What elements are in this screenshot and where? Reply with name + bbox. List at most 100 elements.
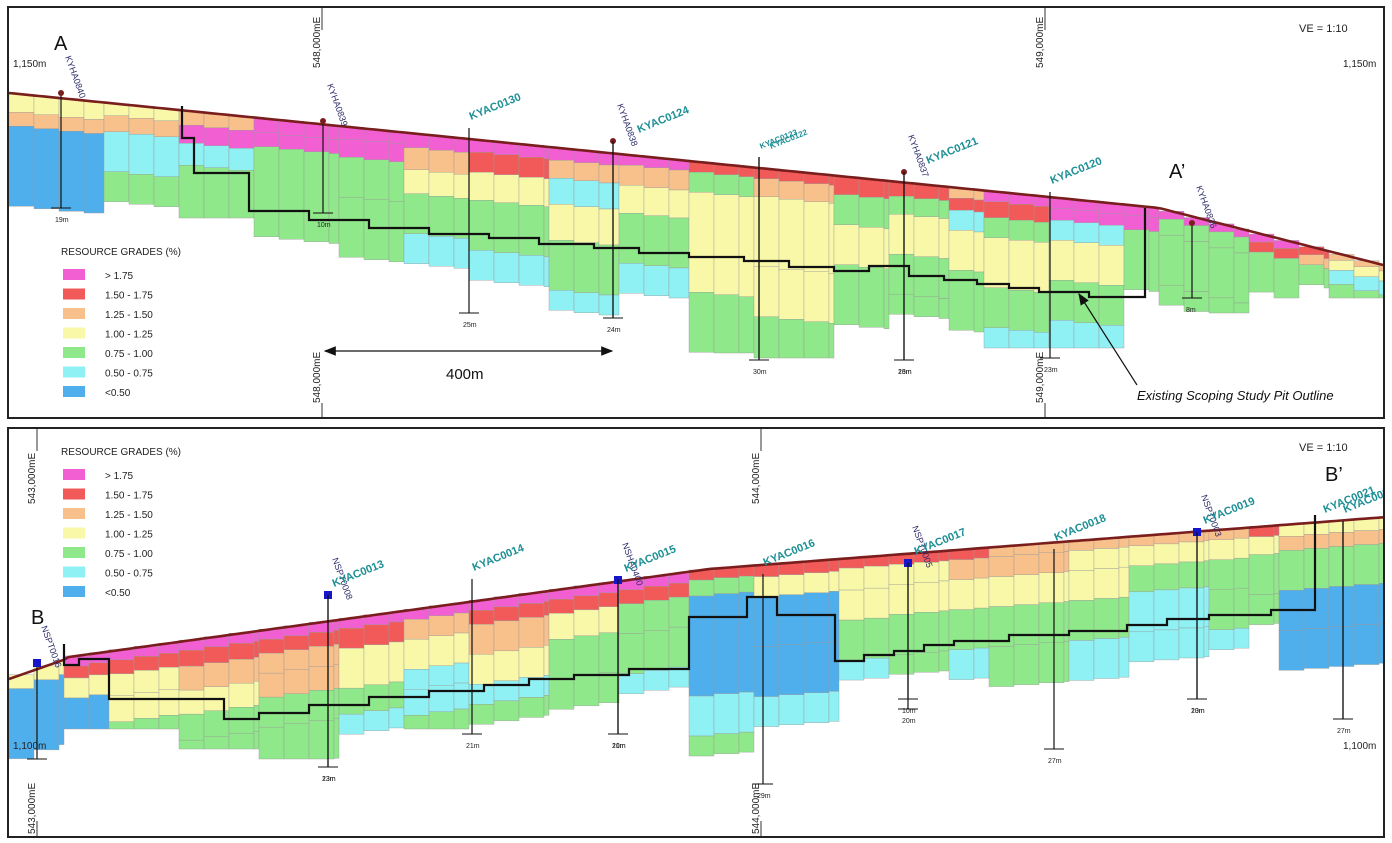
- legend-swatch: [63, 327, 85, 339]
- drillhole-depth: 8m: [1186, 307, 1196, 314]
- resource-block: [493, 680, 520, 702]
- resource-block: [363, 624, 390, 645]
- drillhole-id: KYAC0130: [468, 91, 523, 123]
- resource-block: [1233, 236, 1250, 254]
- resource-block: [1148, 231, 1160, 292]
- resource-block: [1178, 587, 1205, 629]
- resource-block: [543, 695, 550, 716]
- resource-block: [803, 271, 830, 322]
- resource-block: [863, 587, 890, 619]
- resource-block: [1303, 628, 1330, 669]
- resource-block: [428, 150, 455, 173]
- resource-block: [543, 206, 550, 257]
- resource-block: [1093, 598, 1120, 639]
- section-a-pit-outline: [180, 106, 1147, 299]
- resource-block: [883, 198, 890, 229]
- resource-block: [103, 115, 130, 132]
- resource-block: [753, 576, 780, 597]
- section-a-ve-label: VE = 1:10: [1299, 23, 1348, 35]
- resource-block: [1328, 626, 1355, 667]
- resource-block: [63, 677, 90, 699]
- resource-block: [1203, 560, 1210, 588]
- resource-block: [428, 685, 455, 712]
- resource-block: [333, 688, 340, 719]
- resource-block: [283, 649, 310, 670]
- resource-block: [278, 149, 305, 240]
- resource-block: [548, 639, 575, 680]
- drillhole-depth: 19m: [55, 217, 69, 224]
- resource-block: [983, 327, 1010, 349]
- resource-block: [828, 571, 840, 592]
- resource-block: [108, 659, 135, 674]
- resource-block: [643, 265, 670, 296]
- resource-block: [938, 560, 950, 582]
- resource-block: [668, 169, 690, 191]
- easting-548000-bottom: 548,000mE: [312, 352, 323, 403]
- resource-block: [1328, 546, 1355, 587]
- resource-block: [1153, 543, 1180, 565]
- resource-block: [1048, 280, 1075, 321]
- resource-block: [58, 131, 85, 212]
- resource-block: [888, 564, 915, 585]
- drillhole-id: NSPT0016: [39, 624, 63, 669]
- drillhole-depth: 23m: [1044, 367, 1058, 374]
- resource-block: [973, 231, 985, 273]
- resource-block: [518, 157, 545, 178]
- resource-block: [403, 639, 430, 670]
- legend-swatch: [63, 527, 85, 539]
- section-a-elev-left: 1,150m: [13, 59, 46, 70]
- legend-label: <0.50: [105, 388, 131, 399]
- resource-block: [1353, 290, 1380, 299]
- easting-549000-top: 549,000mE: [1035, 17, 1046, 68]
- resource-block: [973, 211, 985, 233]
- resource-block: [1208, 589, 1235, 630]
- resource-block: [973, 647, 990, 679]
- resource-block: [58, 99, 85, 118]
- resource-block: [888, 196, 915, 215]
- drillhole-depth: 23m: [322, 776, 336, 783]
- resource-block: [468, 654, 495, 685]
- resource-block: [428, 196, 455, 237]
- resource-block: [388, 681, 405, 709]
- resource-block: [468, 172, 495, 201]
- resource-block: [518, 677, 545, 698]
- resource-block: [643, 600, 670, 631]
- legend-swatch: [63, 508, 85, 519]
- resource-block: [1353, 530, 1380, 545]
- resource-block: [803, 201, 830, 272]
- drillhole-depth: 10m: [1191, 708, 1205, 715]
- resource-block: [573, 675, 600, 707]
- resource-block: [88, 694, 110, 730]
- resource-block: [108, 695, 135, 722]
- resource-block: [428, 615, 455, 636]
- resource-block: [1033, 332, 1050, 349]
- resource-block: [428, 711, 455, 730]
- resource-block: [9, 688, 35, 759]
- resource-block: [1353, 266, 1380, 277]
- resource-block: [338, 687, 365, 715]
- resource-block: [598, 672, 620, 703]
- resource-block: [973, 607, 990, 649]
- resource-block: [133, 656, 160, 671]
- resource-block: [253, 132, 280, 147]
- drillhole-depth: 25m: [463, 322, 477, 329]
- resource-block: [203, 646, 230, 663]
- resource-block: [1073, 322, 1100, 349]
- resource-block: [1248, 554, 1275, 595]
- resource-block: [388, 201, 405, 262]
- resource-block: [128, 118, 155, 135]
- resource-block: [688, 172, 715, 193]
- resource-block: [1148, 217, 1160, 232]
- drillhole-depth: 30m: [753, 369, 767, 376]
- resource-block: [178, 689, 205, 715]
- resource-block: [838, 567, 865, 591]
- legend-swatch: [63, 566, 85, 578]
- resource-block: [1203, 626, 1210, 658]
- legend-swatch: [63, 488, 85, 500]
- resource-block: [948, 198, 975, 211]
- legend-label: 1.25 - 1.50: [105, 510, 153, 521]
- resource-block: [838, 659, 865, 681]
- resource-block: [63, 697, 90, 730]
- resource-block: [618, 603, 645, 634]
- resource-block: [863, 657, 890, 679]
